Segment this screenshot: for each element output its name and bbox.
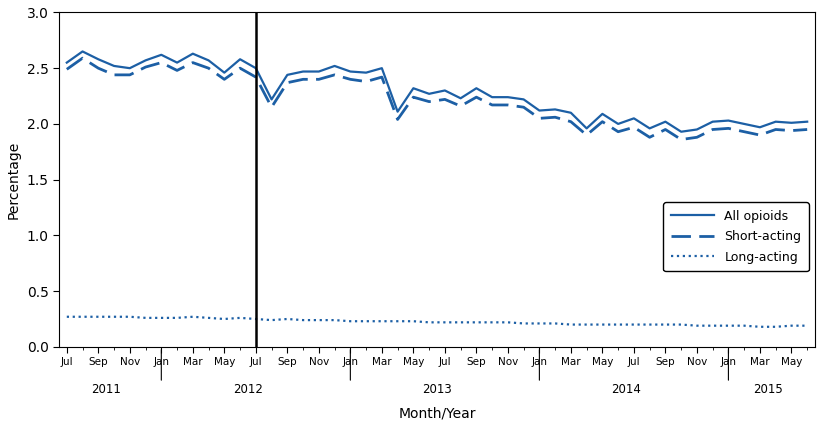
Text: 2015: 2015 (753, 383, 783, 396)
Text: 2013: 2013 (423, 383, 452, 396)
Legend: All opioids, Short-acting, Long-acting: All opioids, Short-acting, Long-acting (663, 202, 809, 271)
X-axis label: Month/Year: Month/Year (398, 406, 476, 420)
Y-axis label: Percentage: Percentage (7, 140, 21, 219)
Text: 2014: 2014 (611, 383, 641, 396)
Text: 2011: 2011 (91, 383, 121, 396)
Text: 2012: 2012 (233, 383, 263, 396)
